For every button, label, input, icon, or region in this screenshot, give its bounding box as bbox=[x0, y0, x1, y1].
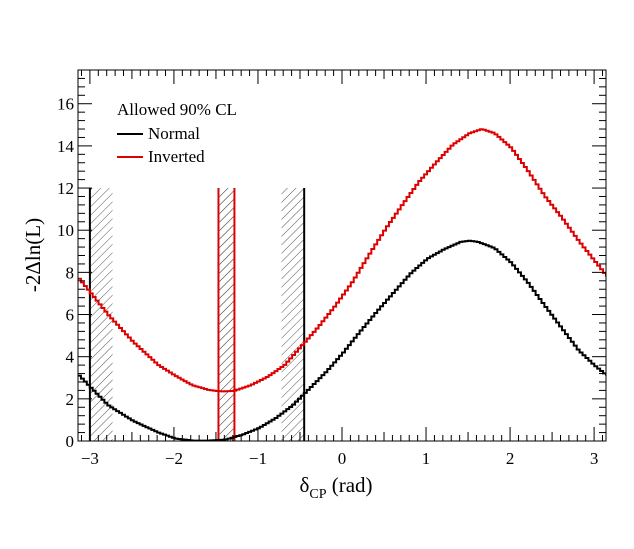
x-axis-title-rest: (rad) bbox=[326, 473, 372, 497]
legend-header: Allowed 90% CL bbox=[117, 100, 237, 119]
x-tick-label: −1 bbox=[249, 449, 267, 468]
y-axis-ticks: 0 2 4 6 8 10 12 14 16 bbox=[57, 69, 606, 451]
likelihood-curves bbox=[78, 128, 606, 441]
x-axis-title-sub: CP bbox=[309, 487, 326, 502]
x-tick-label: −3 bbox=[81, 449, 99, 468]
y-tick-label: 10 bbox=[57, 221, 74, 240]
legend-label-inverted: Inverted bbox=[148, 147, 205, 166]
x-tick-label: 3 bbox=[590, 449, 599, 468]
series-line-normal bbox=[78, 239, 606, 441]
y-tick-label: 6 bbox=[66, 306, 75, 325]
legend: Allowed 90% CL Normal Inverted bbox=[117, 100, 237, 166]
cl-band-hatch-normal-1 bbox=[281, 188, 305, 441]
y-tick-label: 2 bbox=[66, 390, 75, 409]
x-axis-title: δCP (rad) bbox=[299, 473, 372, 502]
y-tick-label: 0 bbox=[66, 432, 75, 451]
y-tick-label: 16 bbox=[57, 95, 74, 114]
y-axis-title: -2Δln(L) bbox=[21, 218, 45, 292]
cl-band-hatch-inverted-3 bbox=[218, 188, 235, 441]
x-tick-label: 0 bbox=[338, 449, 347, 468]
y-tick-label: 4 bbox=[66, 348, 75, 367]
x-tick-label: −2 bbox=[165, 449, 183, 468]
x-axis-ticks: −3 −2 −1 0 1 2 3 bbox=[81, 70, 604, 468]
x-tick-label: 2 bbox=[506, 449, 515, 468]
series-line-inverted bbox=[78, 128, 606, 393]
x-axis-title-main: δ bbox=[299, 473, 309, 497]
y-tick-label: 14 bbox=[57, 137, 75, 156]
legend-label-normal: Normal bbox=[148, 124, 200, 143]
y-tick-label: 8 bbox=[66, 263, 75, 282]
cl-bands bbox=[88, 188, 306, 441]
x-tick-label: 1 bbox=[422, 449, 431, 468]
y-tick-label: 12 bbox=[57, 179, 74, 198]
cl-band-hatch-normal-0 bbox=[89, 188, 113, 441]
